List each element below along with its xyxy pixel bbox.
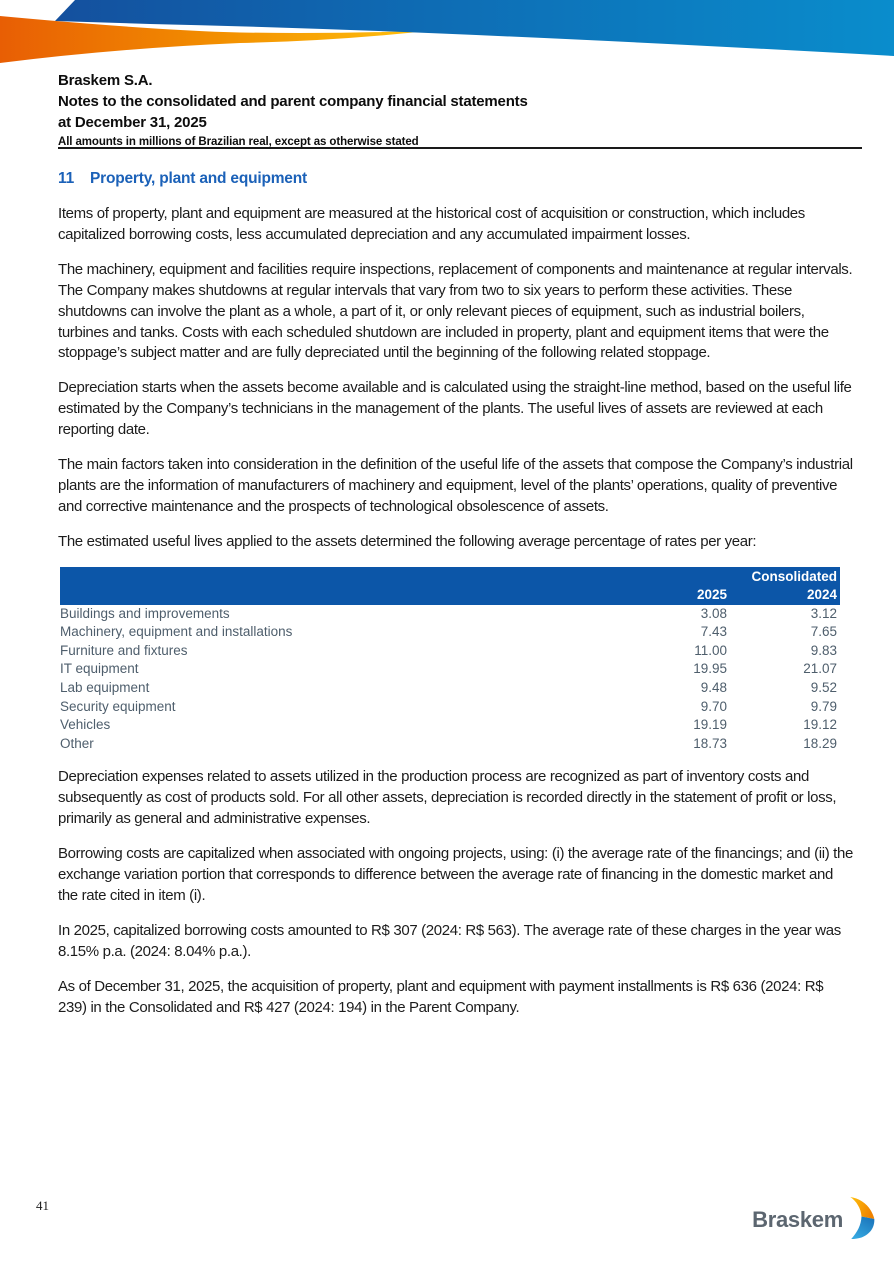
paragraph: Depreciation starts when the assets beco… xyxy=(58,379,852,439)
row-label: IT equipment xyxy=(60,661,139,677)
braskem-swoosh-icon xyxy=(850,1197,875,1239)
table-header-spacer xyxy=(60,586,629,605)
row-label: Security equipment xyxy=(60,698,176,714)
row-label: Other xyxy=(60,735,94,751)
row-label: Machinery, equipment and installations xyxy=(60,624,293,640)
table-row: Security equipment 9.70 9.79 xyxy=(60,698,840,717)
row-value-2025: 9.70 xyxy=(700,698,727,714)
row-value-2024: 21.07 xyxy=(803,661,837,677)
paragraph: Items of property, plant and equipment a… xyxy=(58,205,805,243)
amounts-note: All amounts in millions of Brazilian rea… xyxy=(58,136,419,148)
table-row: Lab equipment 9.48 9.52 xyxy=(60,679,840,698)
row-value-2024: 3.12 xyxy=(810,605,837,621)
row-value-2025: 7.43 xyxy=(700,624,727,640)
table-row: Vehicles 19.19 19.12 xyxy=(60,716,840,735)
banner-blue-wedge xyxy=(55,0,894,56)
header-divider xyxy=(58,147,862,149)
row-value-2025: 9.48 xyxy=(700,680,727,696)
paragraph: The machinery, equipment and facilities … xyxy=(58,260,853,362)
note-body: Items of property, plant and equipment a… xyxy=(58,204,854,1033)
row-label: Lab equipment xyxy=(60,680,150,696)
paragraph: The estimated useful lives applied to th… xyxy=(58,532,757,550)
table-header: Consolidated 2025 2024 xyxy=(60,566,840,605)
row-value-2025: 19.19 xyxy=(693,717,727,733)
table-year-header-row: 2025 2024 xyxy=(60,586,840,605)
braskem-logo-text: Braskem xyxy=(752,1207,843,1232)
document-date: at December 31, 2025 xyxy=(58,114,207,131)
table-column-header-2025: 2025 xyxy=(696,586,727,602)
section-heading: 11 Property, plant and equipment xyxy=(58,170,858,188)
paragraph: Borrowing costs are capitalized when ass… xyxy=(58,845,853,904)
table-group-header: Consolidated xyxy=(751,568,837,584)
row-value-2024: 7.65 xyxy=(810,624,837,640)
row-value-2025: 11.00 xyxy=(694,642,727,658)
row-label: Furniture and fixtures xyxy=(60,642,188,658)
table-column-header-2024: 2024 xyxy=(806,586,837,602)
banner-orange-wedge xyxy=(0,16,432,63)
row-value-2025: 19.95 xyxy=(693,661,727,677)
braskem-logo: Braskem xyxy=(752,1197,876,1240)
section-title: Property, plant and equipment xyxy=(90,170,307,187)
paragraph: The main factors taken into consideratio… xyxy=(58,456,853,515)
company-name: Braskem S.A. xyxy=(58,72,153,89)
banner-swoosh-graphic xyxy=(0,0,894,63)
row-value-2025: 18.73 xyxy=(693,735,727,751)
table-row: Other 18.73 18.29 xyxy=(60,735,840,754)
section-number: 11 xyxy=(58,170,74,187)
paragraph: As of December 31, 2025, the acquisition… xyxy=(58,977,824,1016)
row-value-2024: 9.83 xyxy=(810,642,837,658)
row-label: Buildings and improvements xyxy=(60,605,230,621)
row-value-2024: 18.29 xyxy=(803,735,837,751)
table-row: Buildings and improvements 3.08 3.12 xyxy=(60,605,840,624)
depreciation-rates-table: Consolidated 2025 2024 Buildings and imp… xyxy=(60,566,840,754)
row-value-2025: 3.08 xyxy=(700,605,727,621)
document-title: Notes to the consolidated and parent com… xyxy=(58,93,528,110)
table-row: IT equipment 19.95 21.07 xyxy=(60,660,840,679)
row-value-2024: 9.79 xyxy=(810,698,837,714)
page-number: 41 xyxy=(36,1198,49,1213)
document-header: Braskem S.A. Notes to the consolidated a… xyxy=(58,70,858,150)
paragraph: In 2025, capitalized borrowing costs amo… xyxy=(58,921,841,960)
table-row: Furniture and fixtures 11.00 9.83 xyxy=(60,642,840,661)
table-row: Machinery, equipment and installations 7… xyxy=(60,623,840,642)
row-label: Vehicles xyxy=(60,717,111,733)
paragraph: Depreciation expenses related to assets … xyxy=(58,768,837,828)
header-banner xyxy=(0,0,894,70)
row-value-2024: 9.52 xyxy=(810,680,837,696)
row-value-2024: 19.12 xyxy=(803,717,837,733)
